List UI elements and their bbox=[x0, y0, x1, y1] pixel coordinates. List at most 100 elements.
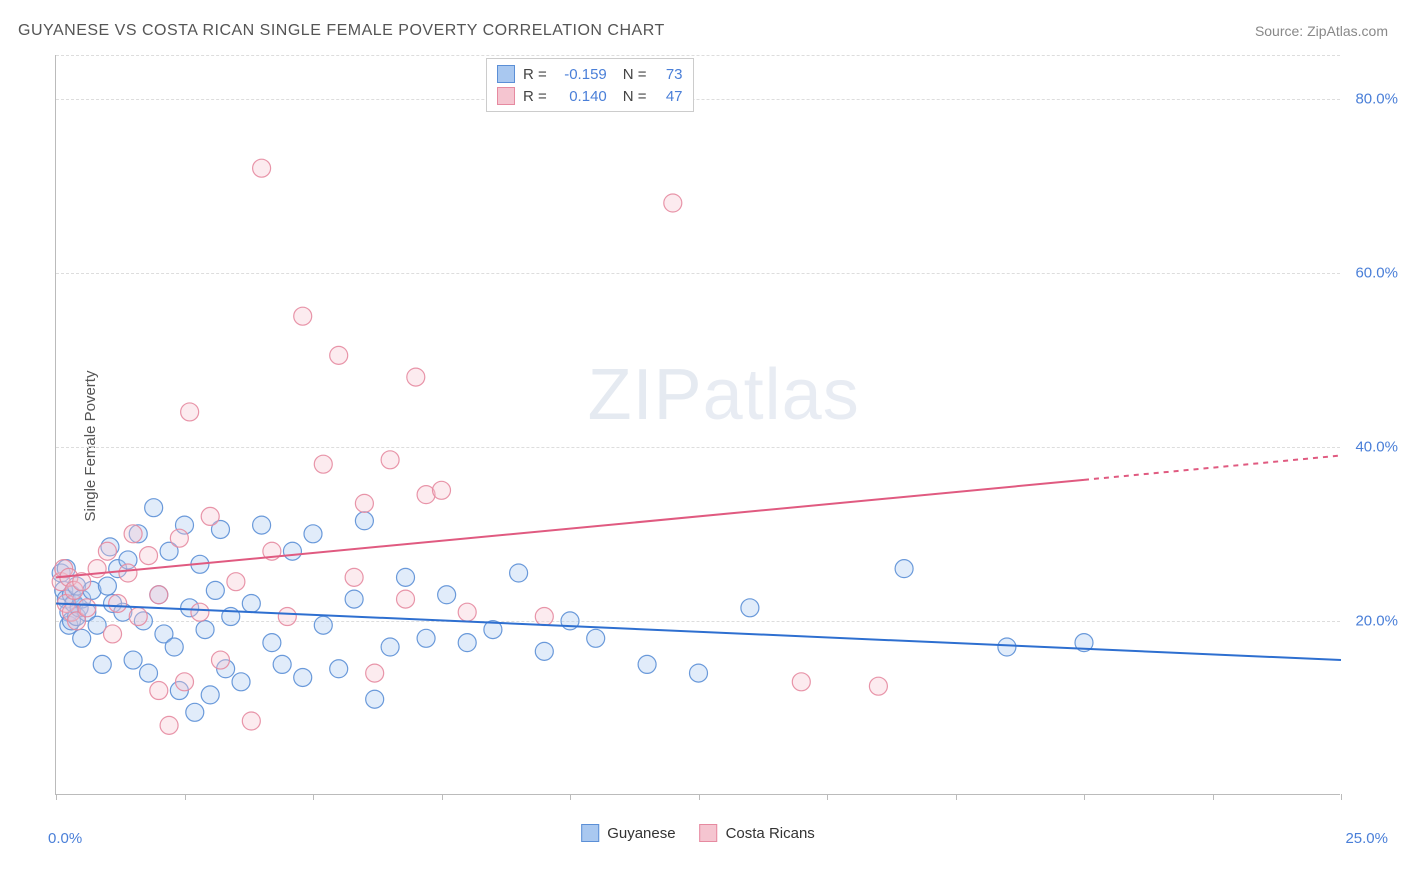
legend-item: Guyanese bbox=[581, 824, 675, 842]
data-point bbox=[176, 673, 194, 691]
data-point bbox=[160, 716, 178, 734]
x-tick bbox=[442, 794, 443, 800]
plot-svg bbox=[56, 55, 1340, 794]
legend-row: R =0.140N =47 bbox=[497, 85, 683, 107]
data-point bbox=[741, 599, 759, 617]
data-point bbox=[417, 629, 435, 647]
x-tick bbox=[1084, 794, 1085, 800]
series-legend: Guyanese Costa Ricans bbox=[581, 824, 815, 842]
data-point bbox=[242, 712, 260, 730]
data-point bbox=[587, 629, 605, 647]
data-point bbox=[895, 560, 913, 578]
data-point bbox=[124, 525, 142, 543]
legend-label: Costa Ricans bbox=[726, 825, 815, 842]
x-tick bbox=[1341, 794, 1342, 800]
x-tick bbox=[956, 794, 957, 800]
trend-line-dashed bbox=[1084, 455, 1341, 479]
data-point bbox=[145, 499, 163, 517]
data-point bbox=[278, 608, 296, 626]
data-point bbox=[433, 481, 451, 499]
correlation-legend: R =-0.159N =73R =0.140N =47 bbox=[486, 58, 694, 112]
data-point bbox=[124, 651, 142, 669]
legend-swatch bbox=[497, 65, 515, 83]
x-min-label: 0.0% bbox=[48, 830, 82, 847]
x-max-label: 25.0% bbox=[1345, 830, 1388, 847]
data-point bbox=[535, 642, 553, 660]
data-point bbox=[314, 455, 332, 473]
data-point bbox=[109, 594, 127, 612]
data-point bbox=[294, 668, 312, 686]
legend-swatch bbox=[581, 824, 599, 842]
data-point bbox=[792, 673, 810, 691]
y-tick-label: 80.0% bbox=[1355, 90, 1398, 107]
x-tick bbox=[570, 794, 571, 800]
data-point bbox=[253, 159, 271, 177]
data-point bbox=[104, 625, 122, 643]
data-point bbox=[397, 568, 415, 586]
data-point bbox=[273, 655, 291, 673]
data-point bbox=[638, 655, 656, 673]
data-point bbox=[397, 590, 415, 608]
data-point bbox=[664, 194, 682, 212]
data-point bbox=[381, 638, 399, 656]
data-point bbox=[140, 664, 158, 682]
data-point bbox=[78, 599, 96, 617]
chart-header: GUYANESE VS COSTA RICAN SINGLE FEMALE PO… bbox=[18, 22, 1388, 40]
data-point bbox=[283, 542, 301, 560]
legend-swatch bbox=[700, 824, 718, 842]
data-point bbox=[253, 516, 271, 534]
data-point bbox=[355, 494, 373, 512]
data-point bbox=[314, 616, 332, 634]
data-point bbox=[73, 629, 91, 647]
data-point bbox=[330, 660, 348, 678]
data-point bbox=[690, 664, 708, 682]
trend-line bbox=[56, 603, 1341, 660]
data-point bbox=[232, 673, 250, 691]
data-point bbox=[201, 507, 219, 525]
data-point bbox=[227, 573, 245, 591]
data-point bbox=[407, 368, 425, 386]
data-point bbox=[140, 547, 158, 565]
legend-label: Guyanese bbox=[607, 825, 675, 842]
data-point bbox=[196, 621, 214, 639]
data-point bbox=[535, 608, 553, 626]
data-point bbox=[438, 586, 456, 604]
x-tick bbox=[185, 794, 186, 800]
chart-title: GUYANESE VS COSTA RICAN SINGLE FEMALE PO… bbox=[18, 22, 665, 40]
data-point bbox=[458, 603, 476, 621]
x-tick bbox=[827, 794, 828, 800]
data-point bbox=[304, 525, 322, 543]
y-tick-label: 60.0% bbox=[1355, 264, 1398, 281]
data-point bbox=[191, 603, 209, 621]
x-tick bbox=[699, 794, 700, 800]
data-point bbox=[98, 542, 116, 560]
data-point bbox=[201, 686, 219, 704]
data-point bbox=[150, 586, 168, 604]
data-point bbox=[330, 346, 348, 364]
legend-swatch bbox=[497, 87, 515, 105]
data-point bbox=[366, 690, 384, 708]
x-tick bbox=[313, 794, 314, 800]
data-point bbox=[211, 651, 229, 669]
data-point bbox=[998, 638, 1016, 656]
trend-line bbox=[56, 480, 1084, 578]
data-point bbox=[458, 634, 476, 652]
data-point bbox=[129, 608, 147, 626]
data-point bbox=[381, 451, 399, 469]
x-tick bbox=[1213, 794, 1214, 800]
data-point bbox=[294, 307, 312, 325]
data-point bbox=[345, 568, 363, 586]
y-tick-label: 20.0% bbox=[1355, 612, 1398, 629]
data-point bbox=[93, 655, 111, 673]
data-point bbox=[165, 638, 183, 656]
data-point bbox=[510, 564, 528, 582]
chart-source: Source: ZipAtlas.com bbox=[1255, 23, 1388, 39]
y-tick-label: 40.0% bbox=[1355, 438, 1398, 455]
legend-row: R =-0.159N =73 bbox=[497, 63, 683, 85]
scatter-chart: ZIPatlas 20.0%40.0%60.0%80.0% R =-0.159N… bbox=[55, 55, 1340, 795]
legend-item: Costa Ricans bbox=[700, 824, 815, 842]
data-point bbox=[869, 677, 887, 695]
data-point bbox=[206, 581, 224, 599]
data-point bbox=[119, 564, 137, 582]
data-point bbox=[242, 594, 260, 612]
